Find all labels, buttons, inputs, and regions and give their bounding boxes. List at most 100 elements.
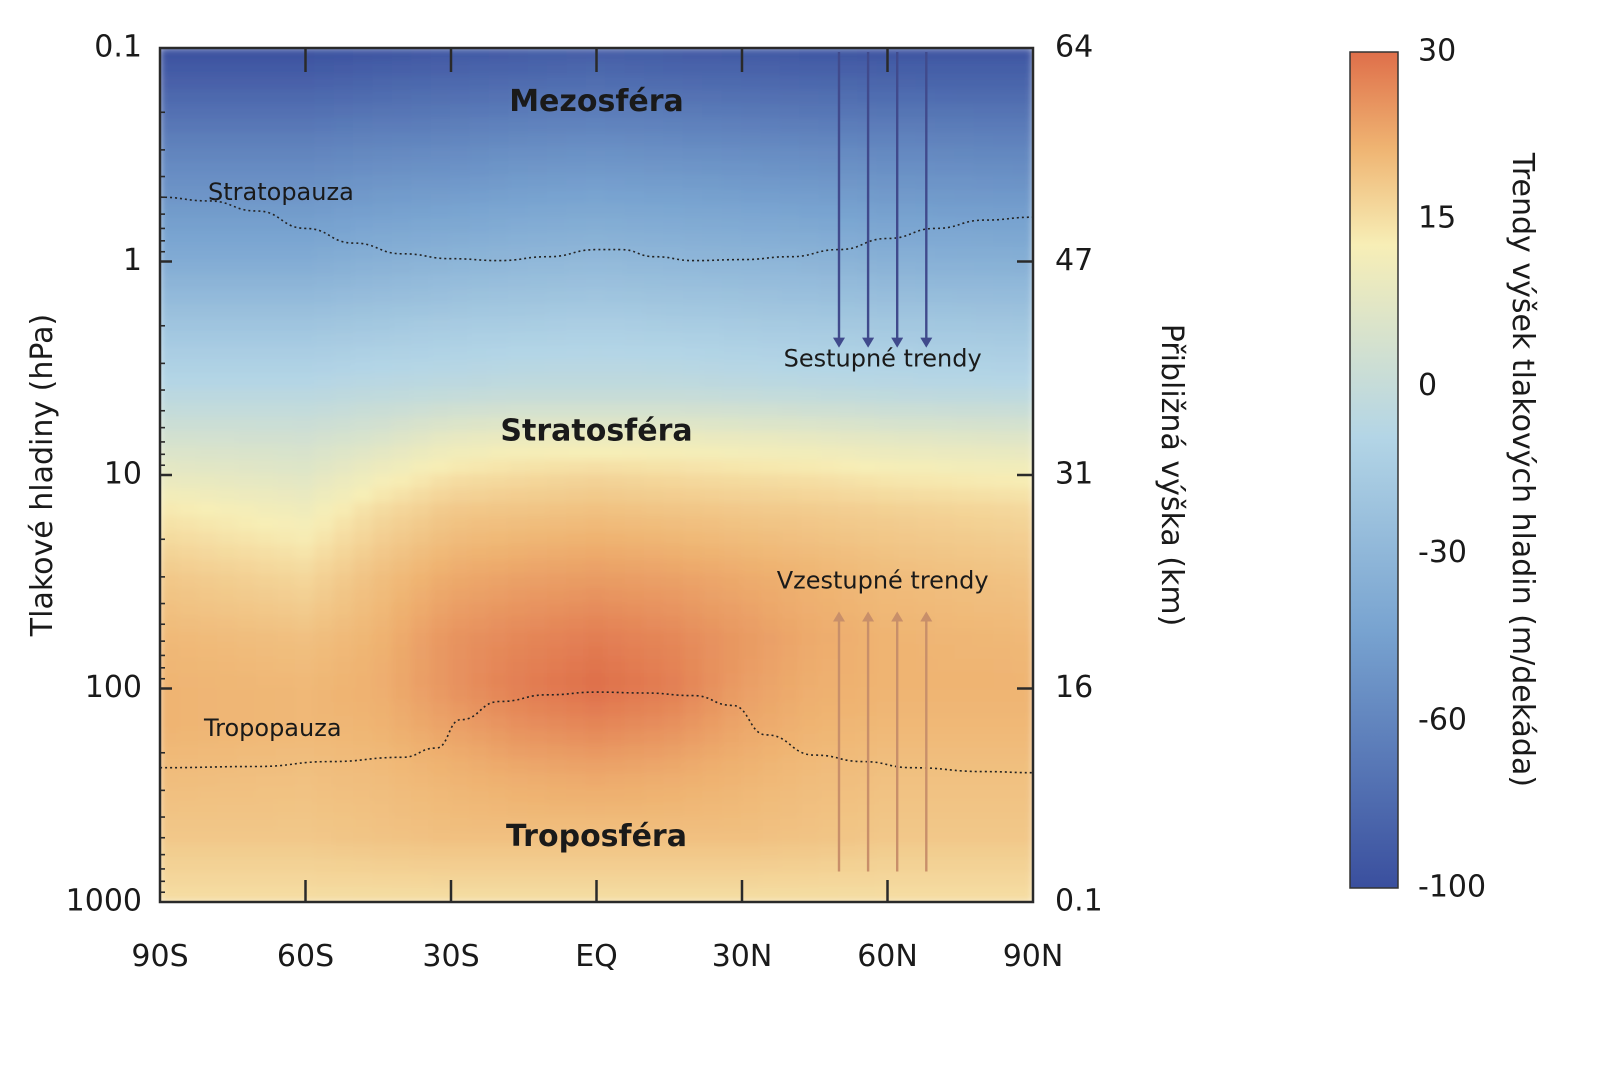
heatmap-cell	[702, 232, 724, 249]
heatmap-cell	[779, 772, 802, 790]
heatmap-cell	[527, 431, 549, 448]
heatmap-cell	[605, 673, 627, 690]
heatmap-cell	[333, 103, 355, 121]
heatmap-cell	[624, 75, 646, 92]
heatmap-cell	[818, 175, 840, 192]
heatmap-cell	[1012, 886, 1033, 902]
heatmap-cell	[217, 559, 239, 576]
heatmap-cell	[935, 687, 957, 704]
heatmap-cell	[217, 417, 239, 434]
heatmap-cell	[799, 189, 821, 206]
heatmap-cell	[275, 232, 297, 249]
heatmap-cell	[644, 417, 666, 434]
heatmap-cell	[838, 815, 860, 832]
heatmap-cell	[430, 175, 452, 192]
heatmap-cell	[411, 673, 433, 690]
heatmap-cell	[450, 260, 472, 277]
heatmap-cell	[721, 459, 743, 476]
heatmap-cell	[333, 288, 355, 306]
heatmap-cell	[275, 431, 297, 448]
heatmap-cell	[178, 530, 200, 548]
heatmap-cell	[644, 260, 666, 277]
heatmap-cell	[469, 417, 491, 434]
heatmap-cell	[605, 260, 627, 277]
heatmap-cell	[217, 616, 239, 633]
heatmap-cell	[682, 303, 705, 320]
heatmap-cell	[741, 48, 763, 64]
heatmap-cell	[333, 146, 355, 163]
heatmap-cell	[197, 644, 220, 662]
heatmap-cell	[391, 459, 414, 476]
heatmap-cell	[760, 545, 782, 562]
heatmap-cell	[333, 872, 355, 889]
heatmap-cell	[508, 203, 530, 220]
heatmap-cell	[450, 402, 472, 420]
heatmap-cell	[236, 630, 258, 647]
heatmap-cell	[566, 132, 588, 149]
heatmap-cell	[508, 474, 530, 491]
heatmap-cell	[973, 160, 996, 178]
heatmap-cell	[896, 701, 918, 718]
heatmap-cell	[430, 374, 452, 391]
heatmap-cell	[450, 630, 472, 647]
heatmap-cell	[256, 203, 278, 220]
heatmap-cell	[876, 858, 899, 875]
heatmap-cell	[275, 730, 297, 747]
heatmap-cell	[935, 772, 957, 790]
heatmap-cell	[935, 829, 957, 847]
heatmap-cell	[644, 331, 666, 348]
heatmap-cell	[488, 345, 511, 363]
heatmap-cell	[469, 644, 491, 662]
heatmap-cell	[411, 872, 433, 889]
heatmap-cell	[721, 530, 743, 548]
heatmap-cell	[547, 474, 569, 491]
heatmap-cell	[1012, 331, 1033, 348]
heatmap-cell	[450, 303, 472, 320]
heatmap-cell	[993, 48, 1015, 64]
heatmap-cell	[391, 701, 414, 718]
heatmap-cell	[217, 75, 239, 92]
heatmap-cell	[372, 844, 394, 861]
heatmap-cell	[624, 844, 646, 861]
heatmap-cell	[372, 602, 394, 619]
heatmap-cell	[256, 317, 278, 334]
heatmap-cell	[450, 573, 472, 590]
heatmap-cell	[876, 730, 899, 747]
heatmap-cell	[605, 644, 627, 662]
heatmap-cell	[314, 829, 336, 847]
heatmap-cell	[391, 474, 414, 491]
heatmap-cell	[818, 616, 840, 633]
heatmap-cell	[682, 203, 705, 220]
heatmap-cell	[857, 417, 879, 434]
heatmap-cell	[236, 303, 258, 320]
heatmap-cell	[896, 858, 918, 875]
heatmap-cell	[353, 502, 375, 519]
heatmap-cell	[605, 844, 627, 861]
heatmap-cell	[779, 673, 802, 690]
heatmap-cell	[566, 573, 588, 590]
heatmap-cell	[585, 587, 608, 605]
heatmap-cell	[682, 815, 705, 832]
heatmap-cell	[993, 288, 1015, 306]
heatmap-cell	[838, 573, 860, 590]
heatmap-cell	[624, 886, 646, 902]
heatmap-cell	[973, 175, 996, 192]
heatmap-cell	[372, 232, 394, 249]
heatmap-cell	[1012, 815, 1033, 832]
heatmap-cell	[644, 374, 666, 391]
heatmap-cell	[314, 644, 336, 662]
heatmap-cell	[896, 288, 918, 306]
heatmap-cell	[508, 431, 530, 448]
heatmap-cell	[314, 801, 336, 818]
heatmap-cell	[663, 288, 685, 306]
heatmap-cell	[197, 345, 220, 363]
heatmap-cell	[721, 61, 743, 78]
heatmap-cell	[411, 103, 433, 121]
heatmap-cell	[333, 687, 355, 704]
heatmap-cell	[391, 431, 414, 448]
heatmap-cell	[294, 744, 317, 761]
heatmap-cell	[275, 844, 297, 861]
heatmap-cell	[450, 61, 472, 78]
heatmap-cell	[488, 374, 511, 391]
heatmap-cell	[527, 61, 549, 78]
